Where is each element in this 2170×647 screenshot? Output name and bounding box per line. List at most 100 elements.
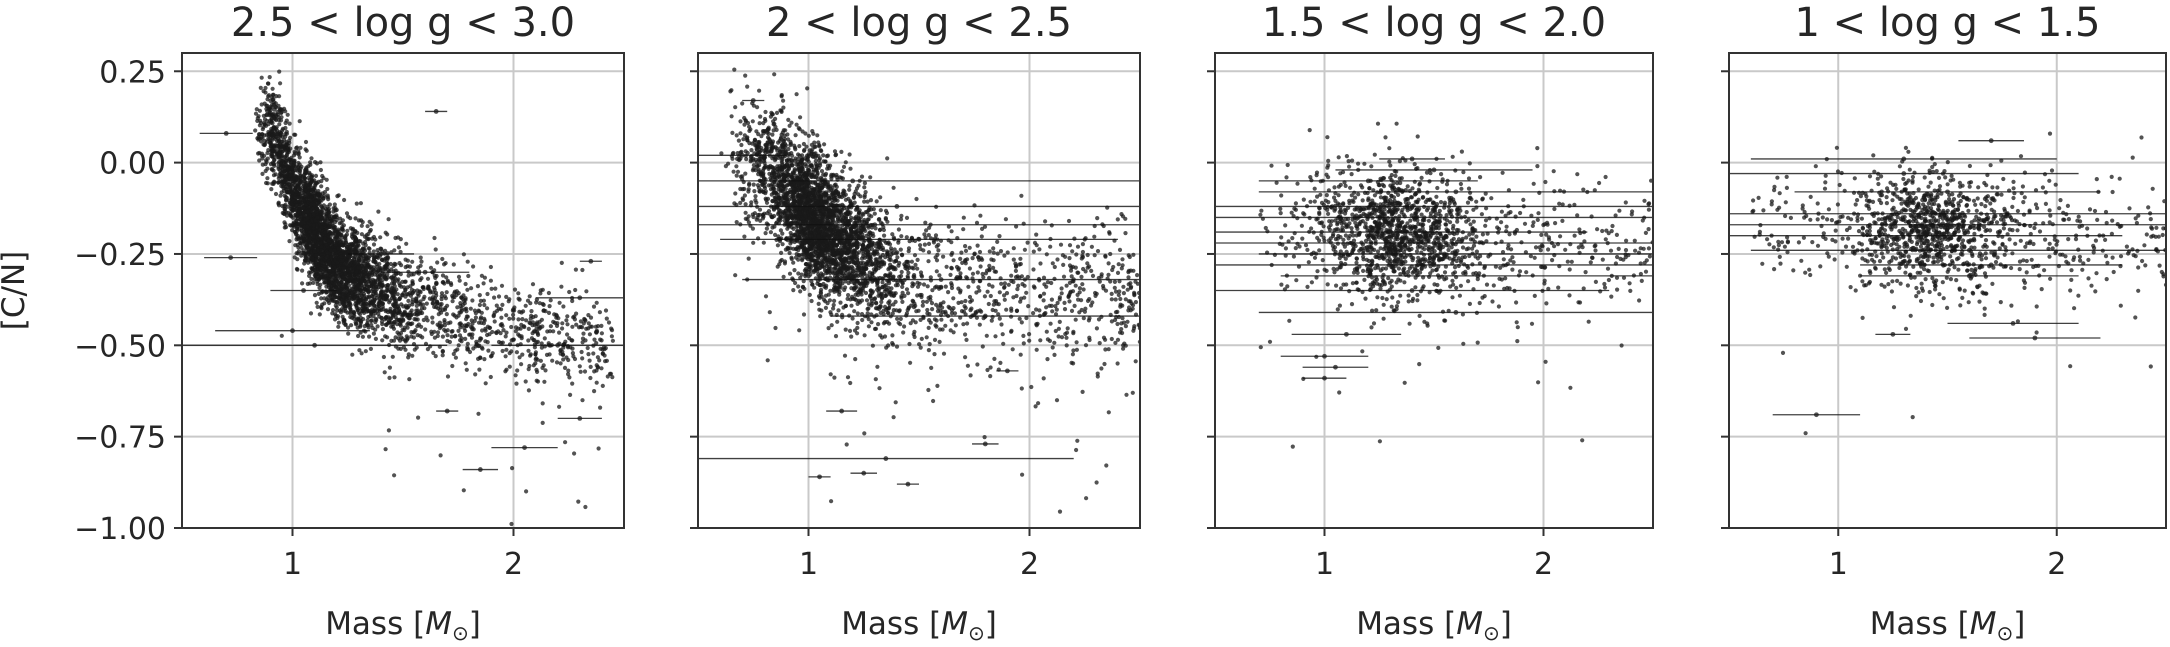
data-point	[597, 358, 602, 363]
data-point	[327, 224, 332, 229]
data-point	[1133, 300, 1138, 305]
data-point	[277, 150, 282, 155]
data-point	[372, 308, 377, 313]
data-point	[435, 333, 440, 339]
data-point	[796, 271, 801, 276]
data-point	[399, 335, 404, 340]
data-point	[308, 202, 314, 207]
data-point	[327, 261, 332, 266]
data-point	[325, 307, 331, 312]
data-point	[598, 346, 603, 351]
error-bar	[535, 295, 624, 301]
data-point	[471, 346, 476, 351]
data-point	[1064, 283, 1069, 288]
data-point	[494, 303, 499, 308]
data-point	[374, 293, 379, 298]
data-point	[1106, 261, 1111, 266]
data-point	[461, 252, 466, 257]
data-point	[478, 298, 483, 303]
data-point	[509, 466, 515, 471]
data-point	[371, 242, 377, 247]
data-point	[504, 330, 509, 335]
data-point	[269, 187, 274, 192]
data-point	[305, 242, 310, 247]
data-point	[266, 81, 271, 86]
data-point	[392, 248, 397, 253]
data-point	[1054, 307, 1059, 312]
data-point	[510, 312, 516, 317]
data-point	[332, 202, 337, 207]
data-point	[949, 281, 954, 286]
data-point	[322, 257, 328, 262]
data-point	[578, 369, 583, 374]
data-point	[1065, 326, 1070, 331]
data-point	[554, 323, 560, 328]
data-point	[1113, 297, 1118, 302]
data-point	[334, 308, 340, 313]
data-point	[260, 171, 265, 176]
x-axis-label-text: Mass [	[325, 606, 425, 642]
data-point	[599, 331, 605, 336]
data-point	[329, 284, 334, 289]
data-point	[307, 229, 312, 234]
data-point	[400, 279, 405, 284]
data-point	[788, 230, 793, 236]
data-point	[901, 330, 906, 335]
data-point	[373, 336, 378, 341]
data-point	[322, 230, 328, 235]
y-tick-label: 0.00	[99, 147, 166, 182]
data-point	[604, 316, 609, 321]
data-point	[289, 214, 294, 219]
data-point	[353, 216, 358, 221]
data-point	[600, 383, 605, 388]
data-point	[305, 216, 310, 221]
data-point	[363, 271, 368, 276]
data-point	[786, 117, 791, 122]
data-point	[389, 275, 394, 280]
data-point	[369, 273, 374, 278]
data-point	[279, 115, 284, 120]
data-point	[325, 186, 330, 192]
data-point	[293, 229, 298, 234]
data-point	[550, 358, 555, 363]
data-point	[440, 280, 445, 285]
data-point	[452, 295, 457, 300]
data-point	[401, 312, 406, 317]
data-point	[347, 300, 352, 305]
data-point	[471, 264, 476, 269]
data-point	[787, 250, 792, 256]
data-point	[414, 299, 419, 304]
data-point	[538, 358, 544, 363]
data-point	[469, 335, 475, 340]
data-point	[300, 174, 305, 179]
data-point	[263, 158, 269, 163]
data-point	[392, 473, 397, 478]
data-point	[1016, 283, 1021, 288]
data-point	[607, 371, 613, 376]
data-point	[332, 317, 338, 322]
data-point	[599, 366, 604, 371]
data-point	[299, 239, 304, 244]
data-point	[461, 488, 466, 493]
data-point	[496, 339, 502, 345]
data-point	[936, 248, 941, 253]
data-point	[560, 349, 565, 354]
data-point	[750, 119, 755, 124]
data-point	[964, 337, 969, 342]
error-bar	[491, 342, 624, 348]
data-point	[289, 200, 294, 206]
data-point	[305, 210, 310, 215]
data-point	[312, 230, 317, 235]
data-point	[744, 157, 749, 162]
data-point	[379, 274, 384, 279]
data-point	[359, 277, 364, 282]
data-point	[387, 300, 392, 305]
data-point	[310, 206, 315, 212]
data-point	[488, 374, 493, 380]
data-point	[323, 213, 328, 218]
data-point	[312, 268, 317, 273]
data-point	[563, 440, 568, 445]
data-point	[386, 287, 391, 292]
